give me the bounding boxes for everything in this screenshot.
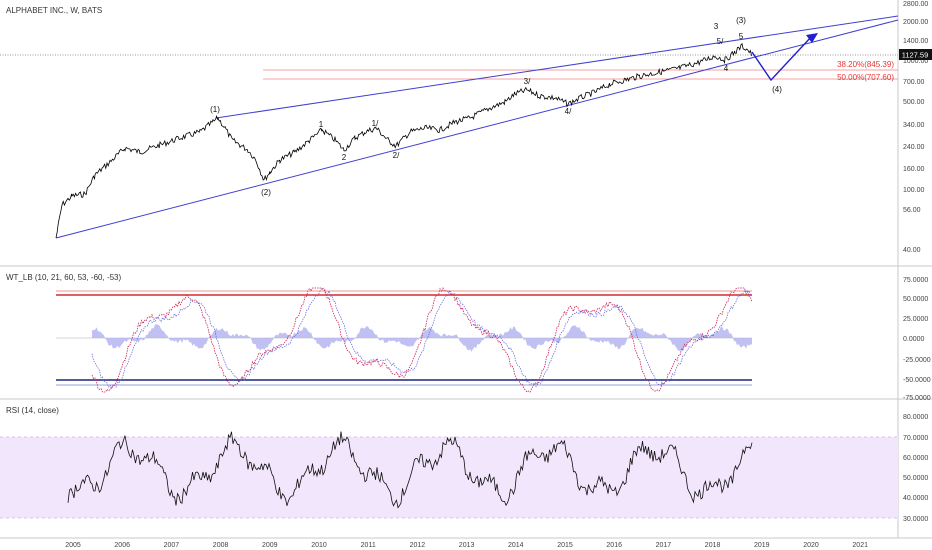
- wt-main-line[interactable]: [91, 286, 753, 393]
- price-y-axis[interactable]: 2800.00 2000.00 1400.00 1000.00 700.00 500.00…: [903, 1, 928, 254]
- wave-label: (4): [772, 85, 782, 94]
- price-tick-label: 1400.00: [903, 38, 928, 45]
- wt-tick-label: -25.0000: [903, 357, 931, 364]
- price-series[interactable]: [55, 42, 752, 238]
- time-tick-label: 2005: [65, 542, 81, 549]
- rsi-tick-label: 40.0000: [903, 495, 928, 502]
- time-tick-label: 2018: [705, 542, 721, 549]
- price-tick-label: 100.00: [903, 187, 925, 194]
- wave-label: 1/: [372, 119, 379, 128]
- wave-label: 4/: [565, 107, 572, 116]
- last-price-badge: [899, 49, 932, 60]
- wave-label: (3): [736, 16, 746, 25]
- time-tick-label: 2015: [557, 542, 573, 549]
- time-tick-label: 2007: [164, 542, 180, 549]
- time-axis[interactable]: 2005 2006 2007 2008 2009 2010 2011 2012 2013 2014…: [65, 542, 868, 549]
- rsi-tick-label: 30.0000: [903, 516, 928, 523]
- price-tick-label: 40.00: [903, 247, 921, 254]
- wt-pane-title: WT_LB (10, 21, 60, 53, -60, -53): [6, 273, 122, 282]
- price-tick-label: 160.00: [903, 166, 925, 173]
- wt-signal-line[interactable]: [91, 287, 753, 390]
- wave-label: 3/: [524, 77, 531, 86]
- projection-arrowhead: [806, 33, 818, 43]
- time-tick-label: 2017: [656, 542, 672, 549]
- upper-trend-line[interactable]: [215, 15, 899, 119]
- price-tick-label: 700.00: [903, 79, 925, 86]
- time-tick-label: 2008: [213, 542, 229, 549]
- time-tick-label: 2013: [459, 542, 475, 549]
- time-tick-label: 2012: [410, 542, 426, 549]
- wave-label: (1): [210, 105, 220, 114]
- price-tick-label: 500.00: [903, 99, 925, 106]
- price-tick-label: 240.00: [903, 144, 925, 151]
- wave-label: (2): [261, 188, 271, 197]
- rsi-band-fill: [0, 437, 898, 518]
- wave-label: 5: [739, 32, 744, 41]
- wave-label: 4: [724, 64, 729, 73]
- lower-trend-line[interactable]: [55, 19, 899, 239]
- wave-projection[interactable]: [751, 35, 813, 82]
- rsi-tick-label: 70.0000: [903, 435, 928, 442]
- fib-label-500: 50.00%(707.60): [837, 73, 894, 82]
- wt-tick-label: 25.0000: [903, 316, 928, 323]
- wt-tick-label: -75.0000: [903, 395, 931, 402]
- fib-label-382: 38.20%(845.39): [837, 60, 894, 69]
- time-tick-label: 2016: [606, 542, 622, 549]
- time-tick-label: 2006: [114, 542, 130, 549]
- time-tick-label: 2019: [754, 542, 770, 549]
- price-tick-label: 1000.00: [903, 58, 928, 65]
- time-tick-label: 2021: [852, 542, 868, 549]
- wt-histogram: [92, 324, 752, 352]
- price-pane-title: ALPHABET INC., W, BATS: [6, 6, 102, 15]
- rsi-tick-label: 50.0000: [903, 475, 928, 482]
- last-price-label: 1127.59: [902, 51, 929, 60]
- wt-tick-label: -50.0000: [903, 377, 931, 384]
- wt-y-axis[interactable]: 75.0000 50.0000 25.0000 0.0000 -25.0000 -50.0…: [903, 277, 931, 402]
- rsi-pane[interactable]: RSI (14, close) 80.0000 70.0000 60.0000 50.…: [0, 406, 928, 523]
- price-tick-label: 56.00: [903, 207, 921, 214]
- price-pane[interactable]: ALPHABET INC., W, BATS 2800.002000.00140…: [0, 1, 932, 254]
- time-tick-label: 2009: [262, 542, 278, 549]
- wave-label: 1: [319, 120, 324, 129]
- price-tick-label: 2000.00: [903, 19, 928, 26]
- rsi-tick-label: 60.0000: [903, 455, 928, 462]
- wave-label: 5/: [717, 37, 724, 46]
- wave-label: 2: [342, 153, 347, 162]
- rsi-y-axis[interactable]: 80.0000 70.0000 60.0000 50.0000 40.0000 30.00…: [903, 414, 928, 523]
- wt-tick-label: 75.0000: [903, 277, 928, 284]
- rsi-tick-label: 80.0000: [903, 414, 928, 421]
- rsi-line[interactable]: [67, 431, 753, 509]
- time-tick-label: 2020: [803, 542, 819, 549]
- time-tick-label: 2011: [361, 542, 376, 549]
- wt-tick-label: 0.0000: [903, 336, 925, 343]
- price-tick-label: 2800.00: [903, 1, 928, 8]
- wave-label: 2/: [393, 151, 400, 160]
- time-tick-label: 2014: [508, 542, 524, 549]
- wave-label: 3: [714, 22, 719, 31]
- rsi-pane-title: RSI (14, close): [6, 406, 59, 415]
- wt-pane[interactable]: WT_LB (10, 21, 60, 53, -60, -53) 75.0000…: [6, 273, 931, 402]
- time-tick-label: 2010: [311, 542, 327, 549]
- price-tick-label: 340.00: [903, 122, 925, 129]
- wt-tick-label: 50.0000: [903, 296, 928, 303]
